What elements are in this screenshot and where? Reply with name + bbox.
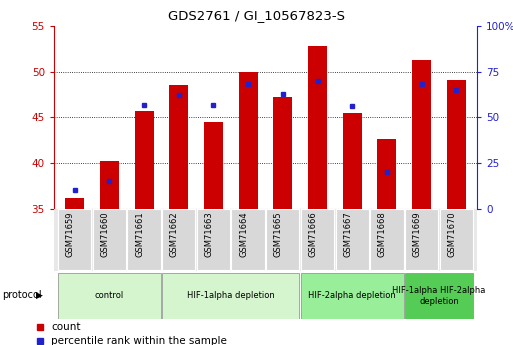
Bar (273, 97, 292, 209)
Bar (204, 122, 223, 209)
Bar (370, 209, 404, 270)
Text: GSM71663: GSM71663 (205, 211, 213, 257)
Bar (447, 80, 466, 209)
Bar (412, 60, 431, 209)
Bar (65, 198, 84, 209)
Bar (100, 161, 119, 209)
Bar (93, 209, 126, 270)
Text: GSM71669: GSM71669 (412, 211, 422, 257)
Bar (405, 273, 473, 319)
Bar (169, 85, 188, 209)
Text: GSM71661: GSM71661 (135, 211, 144, 257)
Bar (343, 113, 362, 209)
Bar (162, 209, 195, 270)
Bar (134, 111, 153, 209)
Bar (405, 209, 438, 270)
Text: GSM71665: GSM71665 (274, 211, 283, 257)
Bar (231, 209, 265, 270)
Bar (127, 209, 161, 270)
Text: GSM71668: GSM71668 (378, 211, 387, 257)
Text: GSM71659: GSM71659 (66, 211, 75, 257)
Bar (58, 273, 161, 319)
Text: GDS2761 / GI_10567823-S: GDS2761 / GI_10567823-S (168, 9, 345, 22)
Bar (336, 209, 369, 270)
Text: count: count (51, 322, 81, 332)
Text: GSM71662: GSM71662 (170, 211, 179, 257)
Text: HIF-1alpha HIF-2alpha
depletion: HIF-1alpha HIF-2alpha depletion (392, 286, 486, 306)
Text: percentile rank within the sample: percentile rank within the sample (51, 336, 227, 345)
Text: GSM71666: GSM71666 (308, 211, 318, 257)
Bar (301, 273, 404, 319)
Text: control: control (95, 291, 124, 300)
Text: ▶: ▶ (36, 290, 43, 299)
Bar (378, 139, 397, 209)
Bar (266, 209, 300, 270)
Text: GSM71670: GSM71670 (447, 211, 456, 257)
Text: HIF-1alpha depletion: HIF-1alpha depletion (187, 291, 274, 300)
Text: GSM71667: GSM71667 (343, 211, 352, 257)
Text: HIF-2alpha depletion: HIF-2alpha depletion (308, 291, 396, 300)
Bar (197, 209, 230, 270)
Text: protocol: protocol (3, 290, 42, 300)
Text: GSM71664: GSM71664 (239, 211, 248, 257)
Bar (239, 71, 258, 209)
Bar (162, 273, 300, 319)
Bar (308, 46, 327, 209)
Bar (58, 209, 91, 270)
Bar (301, 209, 334, 270)
Text: GSM71660: GSM71660 (101, 211, 109, 257)
Bar (440, 209, 473, 270)
